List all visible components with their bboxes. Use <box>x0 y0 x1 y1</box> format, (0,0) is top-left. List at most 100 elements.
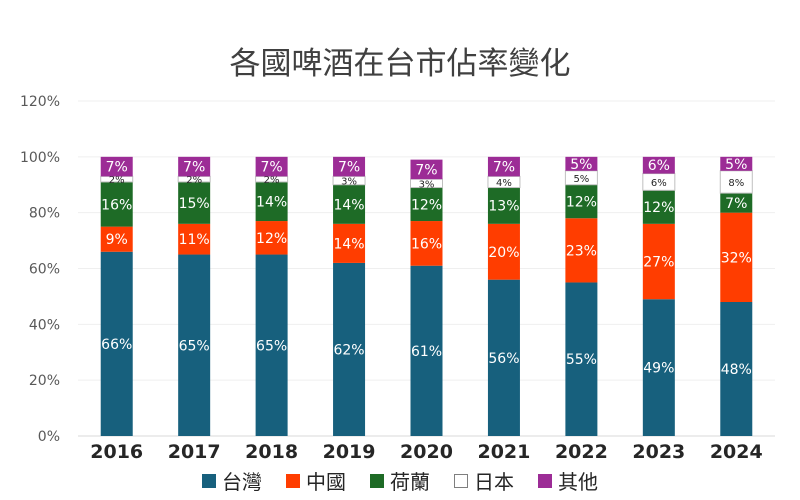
bar-segment <box>178 223 211 255</box>
data-label: 2% <box>264 175 280 186</box>
legend-item: 日本 <box>454 466 514 495</box>
data-label: 16% <box>101 197 132 213</box>
data-label: 4% <box>496 178 512 189</box>
y-tick-label: 20% <box>29 373 60 389</box>
y-tick-label: 0% <box>38 429 60 445</box>
x-tick-label: 2019 <box>323 441 376 463</box>
x-tick-label: 2016 <box>90 441 143 463</box>
x-tick-label: 2020 <box>400 441 453 463</box>
data-label: 12% <box>643 200 674 216</box>
bar-segment <box>487 156 520 177</box>
data-label: 11% <box>179 232 210 248</box>
bar-segment <box>255 221 288 255</box>
y-tick-label: 60% <box>29 262 60 278</box>
data-label: 9% <box>106 232 128 248</box>
chart-title: 各國啤酒在台市佔率變化 <box>229 46 571 82</box>
data-label: 7% <box>106 160 128 176</box>
data-label: 2% <box>109 175 125 186</box>
data-label: 27% <box>643 255 674 271</box>
data-label: 66% <box>101 337 132 353</box>
bar-segment <box>333 156 366 177</box>
data-label: 62% <box>333 342 364 358</box>
bar-segment <box>410 187 443 222</box>
legend-item: 荷蘭 <box>370 466 430 495</box>
bar-segment <box>178 254 211 436</box>
bar-segment <box>410 159 443 180</box>
legend-swatch <box>370 473 384 488</box>
y-tick-label: 80% <box>29 206 60 222</box>
legend-label: 日本 <box>474 470 514 494</box>
data-label: 7% <box>493 160 515 176</box>
bar-segment <box>333 262 366 436</box>
legend-swatch <box>454 473 468 488</box>
data-label: 12% <box>566 195 597 211</box>
bar-segment <box>487 187 520 224</box>
data-label: 12% <box>256 231 287 247</box>
data-label: 6% <box>648 158 670 174</box>
legend-swatch <box>286 473 300 488</box>
data-label: 14% <box>333 236 364 252</box>
data-label: 2% <box>186 175 202 186</box>
data-label: 5% <box>570 157 592 173</box>
bar-segment <box>100 181 133 227</box>
data-label: 7% <box>725 196 747 212</box>
data-label: 65% <box>256 338 287 354</box>
data-label: 12% <box>411 197 442 213</box>
data-label: 16% <box>411 236 442 252</box>
data-label: 55% <box>566 352 597 368</box>
legend-swatch <box>202 473 216 488</box>
data-label: 65% <box>179 338 210 354</box>
bar-segment <box>720 302 753 436</box>
bar-segment <box>564 170 598 186</box>
legend-label: 台灣 <box>222 470 262 494</box>
data-label: 13% <box>488 199 519 215</box>
x-tick-label: 2022 <box>555 441 608 463</box>
legend-item: 中國 <box>286 466 346 495</box>
data-label: 32% <box>721 250 752 266</box>
x-tick-label: 2017 <box>168 441 221 463</box>
bar-segment <box>720 212 753 302</box>
data-label: 14% <box>256 195 287 211</box>
y-tick-label: 100% <box>20 150 60 166</box>
legend-label: 其他 <box>558 470 598 494</box>
bar-segment <box>565 282 598 436</box>
bar-segment <box>100 226 133 252</box>
legend-swatch <box>538 473 552 488</box>
data-label: 3% <box>419 179 435 190</box>
x-tick-label: 2023 <box>632 441 685 463</box>
data-label: 7% <box>183 160 205 176</box>
bar-segment <box>720 156 753 171</box>
bar-segment <box>255 156 288 177</box>
data-label: 48% <box>721 362 752 378</box>
bar-segment <box>333 184 366 224</box>
bar-segment <box>719 170 753 194</box>
data-label: 49% <box>643 361 674 377</box>
data-label: 20% <box>488 245 519 261</box>
bar-segment <box>255 181 288 222</box>
data-label: 6% <box>651 178 667 189</box>
bar-segment <box>178 181 211 224</box>
bar-segment <box>642 156 675 174</box>
legend-item: 台灣 <box>202 466 262 495</box>
data-label: 56% <box>488 351 519 367</box>
bar-segment <box>410 265 443 436</box>
legend-label: 荷蘭 <box>390 470 430 494</box>
bar-segment <box>100 251 133 436</box>
data-label: 3% <box>341 177 357 188</box>
legend-label: 中國 <box>306 470 346 494</box>
data-label: 7% <box>261 160 283 176</box>
legend: 台灣 中國 荷蘭 日本 其他 <box>0 466 800 495</box>
data-label: 5% <box>725 157 747 173</box>
data-label: 7% <box>338 160 360 176</box>
data-label: 14% <box>333 197 364 213</box>
bar-segment <box>642 223 675 300</box>
data-label: 61% <box>411 344 442 360</box>
bar-segment <box>565 156 598 171</box>
y-tick-label: 40% <box>29 317 60 333</box>
bar-segment <box>565 184 598 219</box>
bar-segment <box>100 156 133 177</box>
data-label: 7% <box>415 162 437 178</box>
data-label: 8% <box>728 178 744 189</box>
